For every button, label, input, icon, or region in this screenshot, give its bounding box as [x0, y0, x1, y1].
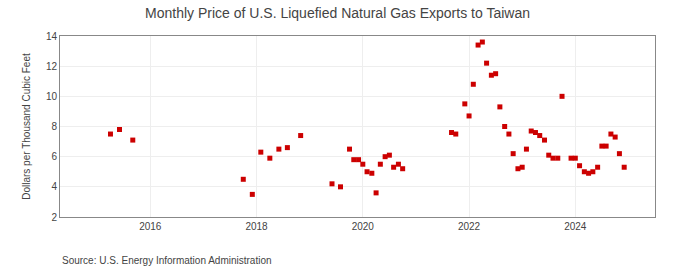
svg-text:Dollars per Thousand Cubic Fee: Dollars per Thousand Cubic Feet — [21, 53, 32, 200]
svg-text:14: 14 — [46, 31, 58, 42]
svg-text:6: 6 — [51, 151, 57, 162]
svg-text:10: 10 — [46, 91, 58, 102]
svg-text:8: 8 — [51, 121, 57, 132]
svg-text:Monthly Price of U.S. Liquefie: Monthly Price of U.S. Liquefied Natural … — [145, 5, 530, 21]
svg-text:12: 12 — [46, 61, 58, 72]
svg-text:4: 4 — [51, 181, 57, 192]
svg-text:Source: U.S. Energy Informatio: Source: U.S. Energy Information Administ… — [62, 255, 272, 266]
svg-text:2018: 2018 — [245, 221, 268, 232]
svg-text:2: 2 — [51, 212, 57, 223]
svg-text:2022: 2022 — [458, 221, 481, 232]
svg-text:2024: 2024 — [564, 221, 587, 232]
svg-text:2016: 2016 — [139, 221, 162, 232]
svg-text:2020: 2020 — [352, 221, 375, 232]
